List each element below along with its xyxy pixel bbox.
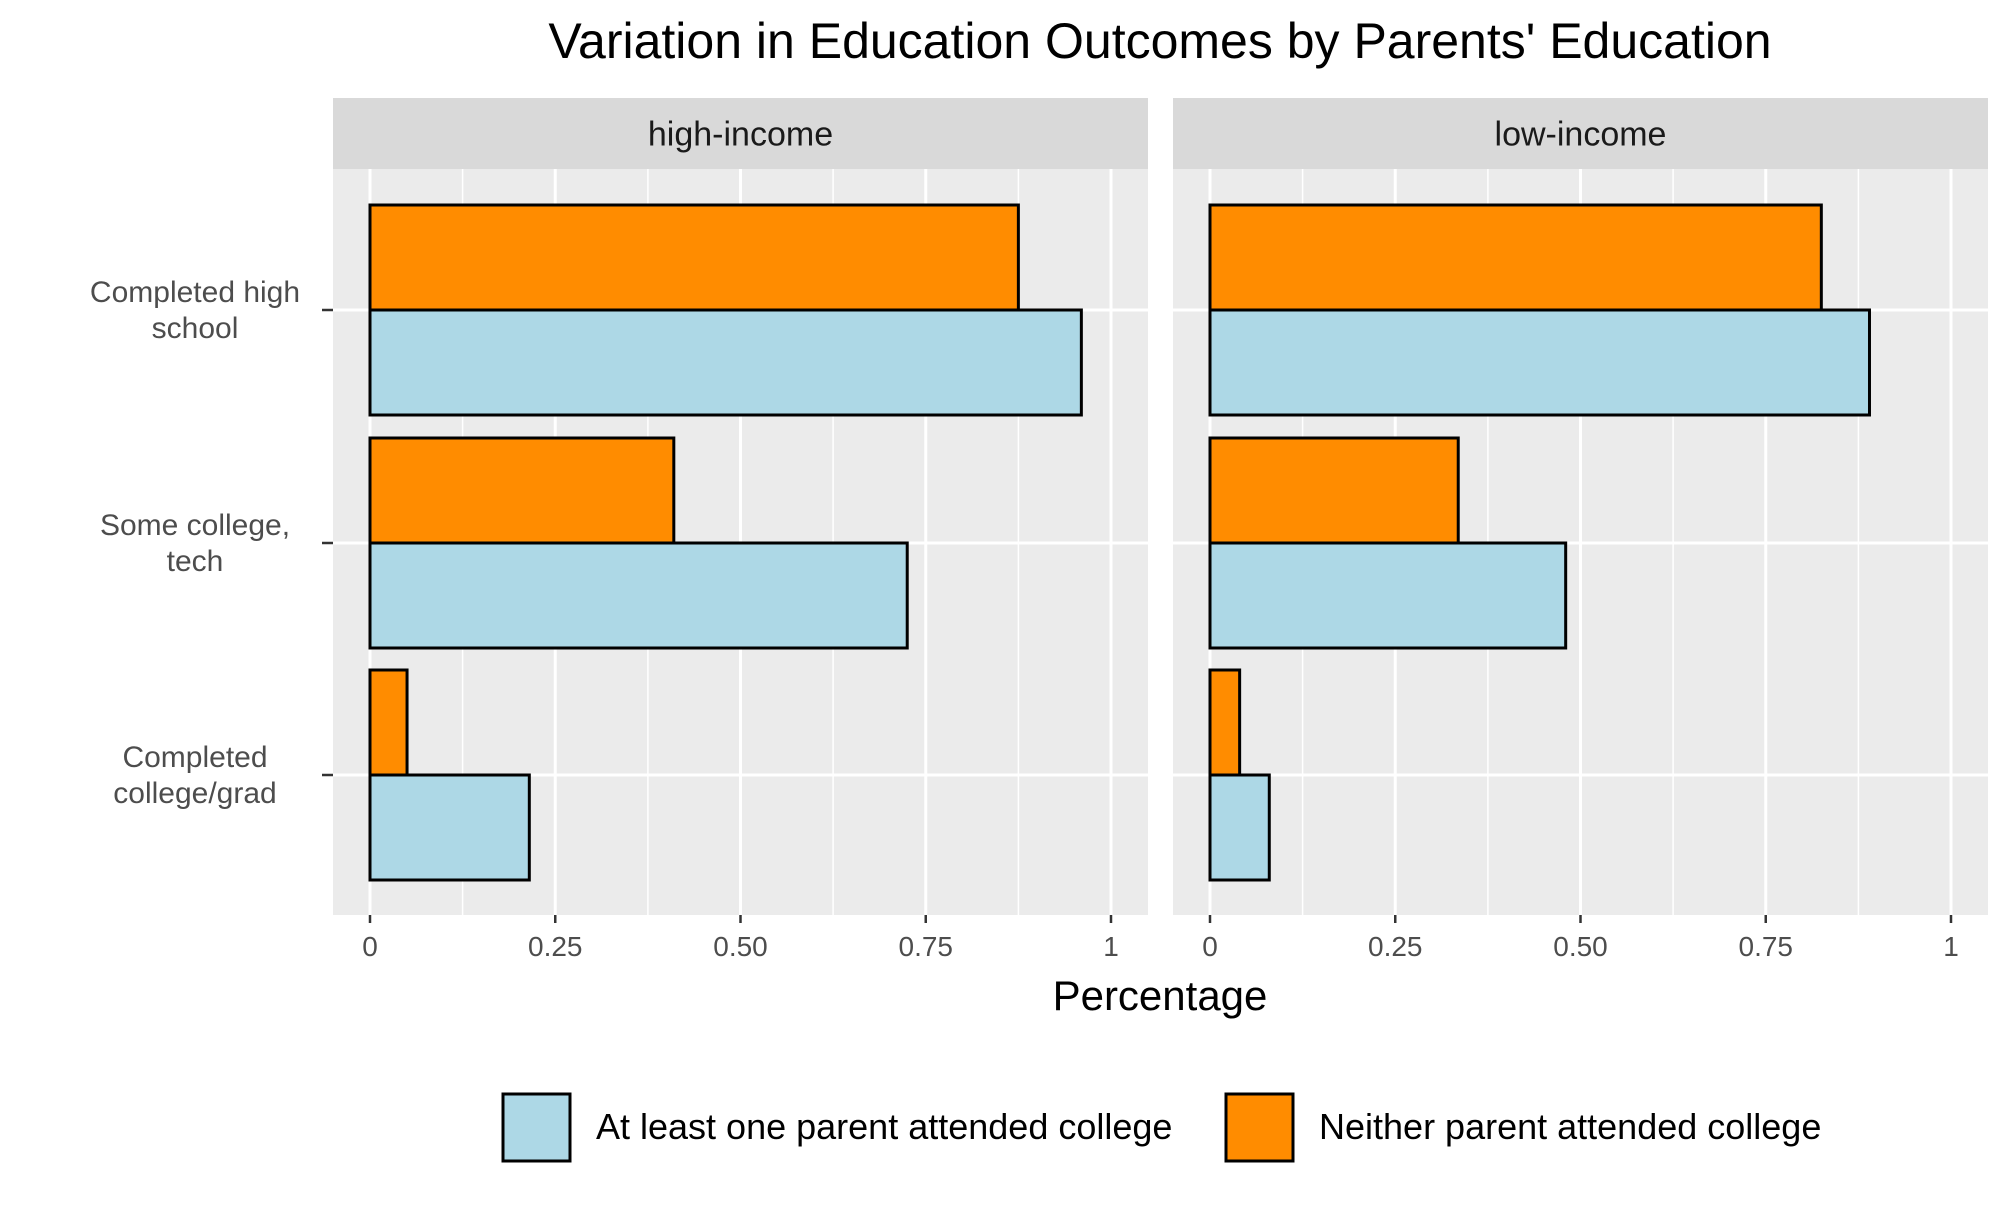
- bar-low-income-neither-parent-attended-college-2: [1208, 668, 1242, 777]
- facet-strip-label: high-income: [648, 116, 833, 154]
- y-tick-label-line: school: [152, 312, 239, 345]
- y-tick-label-line: college/grad: [113, 777, 276, 810]
- bar-high-income-neither-parent-attended-college-2: [368, 668, 409, 777]
- y-tick-label-some-college-tech: Some college, tech: [100, 509, 290, 578]
- bar-high-income-neither-parent-attended-college-1: [368, 436, 676, 545]
- legend-item-neither-parent-attended-college: Neither parent attended college: [1224, 1092, 1821, 1163]
- y-tick-label-line: tech: [167, 545, 224, 578]
- y-tick-label-line: Some college,: [100, 509, 290, 542]
- legend-item-at-least-one-parent-attended-college: At least one parent attended college: [501, 1092, 1172, 1163]
- legend-swatch: [1224, 1092, 1295, 1163]
- x-tick-label: 0.75: [899, 931, 954, 962]
- x-tick-label: 0: [362, 931, 378, 962]
- y-tick-label-line: Completed: [122, 741, 267, 774]
- bar-low-income-neither-parent-attended-college-1: [1208, 436, 1460, 545]
- bar-low-income-at-least-one-parent-attended-college-2: [1208, 773, 1271, 882]
- x-axis-title: Percentage: [1053, 972, 1268, 1019]
- x-tick-label: 0.50: [713, 931, 768, 962]
- y-tick-label-line: Completed high: [90, 276, 300, 309]
- x-tick-label: 0.25: [1368, 931, 1423, 962]
- bar-low-income-at-least-one-parent-attended-college-0: [1208, 308, 1871, 417]
- bar-high-income-at-least-one-parent-attended-college-1: [368, 541, 909, 650]
- x-tick-label: 1: [1943, 931, 1959, 962]
- chart-title: Variation in Education Outcomes by Paren…: [548, 13, 1771, 69]
- facet-strip: [1173, 98, 1988, 169]
- x-tick-label: 0.25: [528, 931, 583, 962]
- y-tick-label-completed-high-school: Completed high school: [90, 276, 300, 345]
- legend-label: Neither parent attended college: [1319, 1106, 1821, 1147]
- facet-strip-label: low-income: [1495, 116, 1667, 154]
- bar-high-income-at-least-one-parent-attended-college-0: [368, 308, 1083, 417]
- bar-low-income-at-least-one-parent-attended-college-1: [1208, 541, 1568, 650]
- bar-low-income-neither-parent-attended-college-0: [1208, 203, 1823, 312]
- legend-label: At least one parent attended college: [596, 1106, 1172, 1147]
- legend: At least one parent attended college Neit…: [501, 1092, 1821, 1163]
- facet-panel-low-income: low-income 0 0.25 0.50 0.75 1: [1173, 98, 1988, 962]
- facet-strip: [333, 98, 1148, 169]
- facet-panels: high-income 0 0.25 0.50 0.75 1 low-income 0 0.25…: [333, 98, 1988, 962]
- facet-panel-high-income: high-income 0 0.25 0.50 0.75 1: [333, 98, 1148, 962]
- legend-swatch: [501, 1092, 572, 1163]
- x-tick-label: 0: [1202, 931, 1218, 962]
- x-tick-label: 0.75: [1739, 931, 1794, 962]
- x-tick-label: 1: [1103, 931, 1119, 962]
- y-tick-label-completed-college-grad: Completed college/grad: [113, 741, 276, 810]
- bar-high-income-at-least-one-parent-attended-college-2: [368, 773, 531, 882]
- x-tick-label: 0.50: [1553, 931, 1608, 962]
- bar-high-income-neither-parent-attended-college-0: [368, 203, 1020, 312]
- y-axis: Completed high school Some college, tech Com…: [90, 276, 333, 810]
